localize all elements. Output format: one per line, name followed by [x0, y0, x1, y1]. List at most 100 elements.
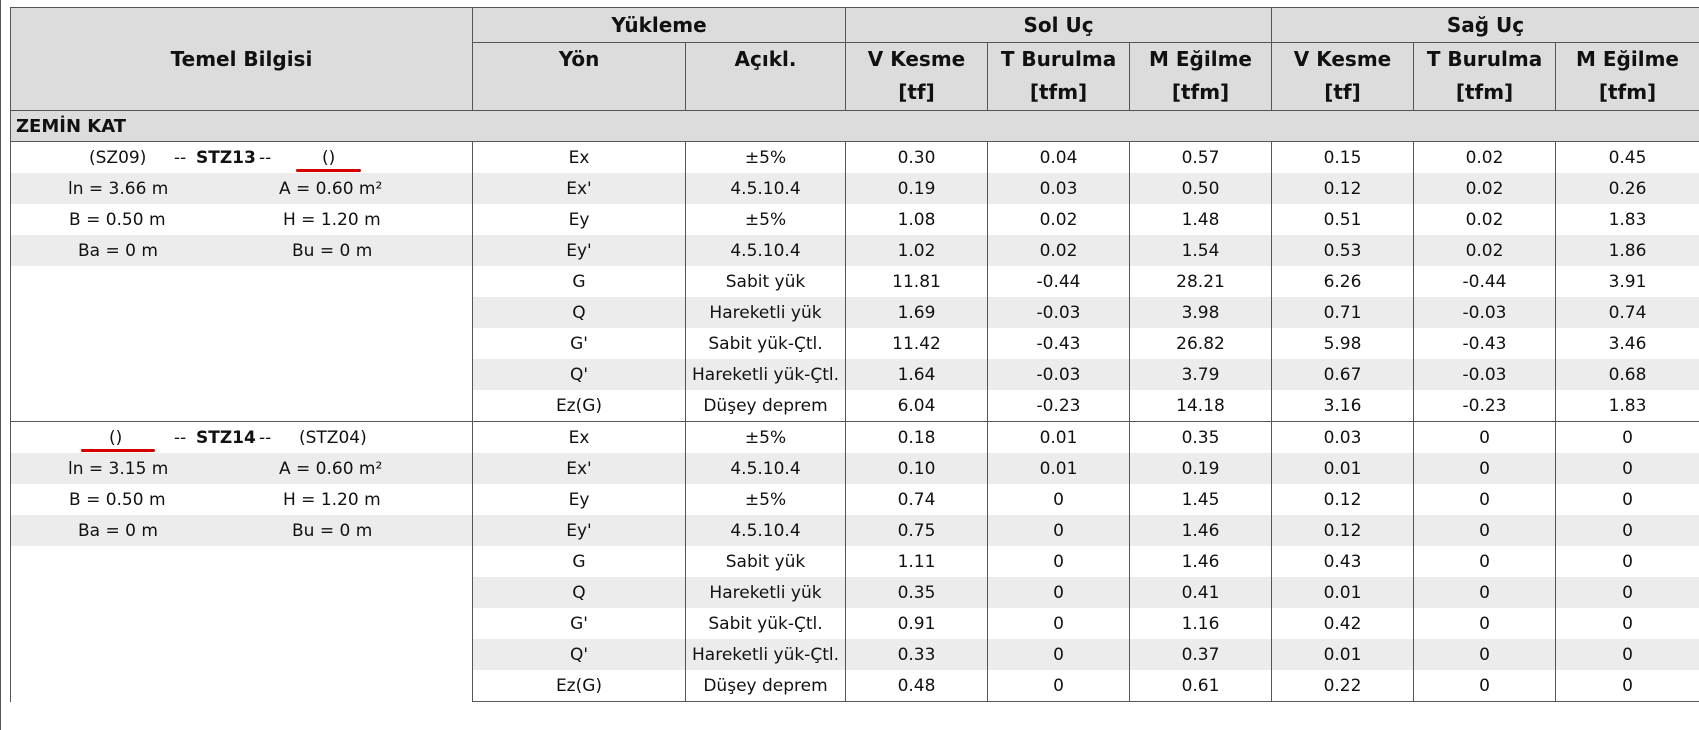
cell-sol-m-egilme: 1.54: [1129, 235, 1273, 266]
cell-sag-t-burulma: -0.03: [1413, 359, 1557, 390]
header-sol-v-kesme: V Kesme [tf]: [845, 42, 989, 111]
cell-sag-v-kesme: 0.43: [1271, 546, 1415, 577]
beam-ba: Ba = 0 m: [78, 521, 158, 541]
cell-sag-t-burulma: 0: [1413, 484, 1557, 515]
cell-sol-t-burulma: -0.03: [987, 359, 1131, 390]
cell-yon: Ex: [472, 141, 686, 173]
cell-sag-t-burulma: 0: [1413, 515, 1557, 546]
cell-sol-m-egilme: 1.45: [1129, 484, 1273, 515]
cell-sol-m-egilme: 1.46: [1129, 546, 1273, 577]
cell-yon: Ex': [472, 453, 686, 484]
cell-sol-t-burulma: 0.03: [987, 173, 1131, 204]
header-sag-t-burulma: T Burulma [tfm]: [1413, 42, 1557, 111]
red-underline: [81, 449, 155, 452]
table-row: Ey ±5% 1.08 0.02 1.48 0.51 0.02 1.83: [11, 204, 1699, 235]
cell-yon: G: [472, 546, 686, 577]
beam-size-line: B = 0.50 m H = 1.20 m: [12, 204, 472, 235]
cell-sol-t-burulma: 0.01: [987, 421, 1131, 453]
table-row: Q Hareketli yük 0.35 0 0.41 0.01 0 0: [11, 577, 1699, 608]
cell-sol-t-burulma: 0: [987, 515, 1131, 546]
table-row: G Sabit yük 11.81 -0.44 28.21 6.26 -0.44 3.91: [11, 266, 1699, 297]
cell-aciklama: Hareketli yük: [684, 297, 847, 328]
cell-sag-v-kesme: 0.01: [1271, 577, 1415, 608]
cell-sag-v-kesme: 0.12: [1271, 173, 1415, 204]
cell-sol-v-kesme: 6.04: [845, 390, 989, 422]
dash-right: --: [259, 428, 272, 448]
cell-aciklama: Sabit yük: [684, 546, 847, 577]
cell-sol-v-kesme: 1.11: [845, 546, 989, 577]
table-row: Ez(G) Düşey deprem 0.48 0 0.61 0.22 0 0: [11, 670, 1699, 702]
cell-sag-m-egilme: 0: [1555, 639, 1699, 670]
cell-sol-m-egilme: 0.57: [1129, 141, 1273, 173]
cell-yon: Ey': [472, 515, 686, 546]
table-row: G' Sabit yük-Çtl. 0.91 0 1.16 0.42 0 0: [11, 608, 1699, 639]
dash-left: --: [174, 148, 187, 168]
beam-id: STZ13: [196, 148, 256, 168]
cell-sag-v-kesme: 0.53: [1271, 235, 1415, 266]
cell-yon: G': [472, 328, 686, 359]
left-column-name: (): [109, 428, 123, 448]
beam-support-line: Ba = 0 m Bu = 0 m: [11, 515, 472, 546]
cell-sol-m-egilme: 1.16: [1129, 608, 1273, 639]
cell-aciklama: Hareketli yük: [684, 577, 847, 608]
beam-ba: Ba = 0 m: [78, 241, 158, 261]
header-sol-m-egilme: M Eğilme [tfm]: [1129, 42, 1273, 111]
cell-sag-t-burulma: 0: [1413, 670, 1557, 702]
right-column-name: (STZ04): [299, 428, 367, 448]
header-sol-uc: Sol Uç: [845, 7, 1273, 43]
table-row: Ey' 4.5.10.4 0.75 0 1.46 0.12 0 0: [11, 515, 1699, 546]
cell-sag-t-burulma: 0: [1413, 577, 1557, 608]
cell-sol-v-kesme: 1.08: [845, 204, 989, 235]
cell-aciklama: Sabit yük-Çtl.: [684, 608, 847, 639]
table-row: Ey ±5% 0.74 0 1.45 0.12 0 0: [11, 484, 1699, 515]
cell-yon: Ez(G): [472, 670, 686, 702]
cell-sag-t-burulma: 0: [1413, 421, 1557, 453]
table-row: G Sabit yük 1.11 0 1.46 0.43 0 0: [11, 546, 1699, 577]
cell-sag-v-kesme: 0.22: [1271, 670, 1415, 702]
cell-sag-v-kesme: 0.15: [1271, 141, 1415, 173]
cell-sag-m-egilme: 0: [1555, 670, 1699, 702]
cell-sol-m-egilme: 0.35: [1129, 421, 1273, 453]
cell-sol-t-burulma: -0.43: [987, 328, 1131, 359]
cell-sag-v-kesme: 0.71: [1271, 297, 1415, 328]
cell-yon: Q: [472, 297, 686, 328]
cell-sol-m-egilme: 14.18: [1129, 390, 1273, 422]
cell-sag-m-egilme: 0: [1555, 546, 1699, 577]
beam-bu: Bu = 0 m: [292, 521, 373, 541]
cell-sol-t-burulma: 0.02: [987, 235, 1131, 266]
table-row: G' Sabit yük-Çtl. 11.42 -0.43 26.82 5.98 -0.43…: [11, 328, 1699, 359]
beam-width: B = 0.50 m: [69, 210, 166, 230]
cell-aciklama: Hareketli yük-Çtl.: [684, 639, 847, 670]
cell-sag-t-burulma: -0.43: [1413, 328, 1557, 359]
table-row: Ex' 4.5.10.4 0.10 0.01 0.19 0.01 0 0: [11, 453, 1699, 484]
cell-sol-t-burulma: 0.04: [987, 141, 1131, 173]
cell-sag-m-egilme: 0: [1555, 515, 1699, 546]
cell-sol-m-egilme: 0.61: [1129, 670, 1273, 702]
cell-sol-m-egilme: 26.82: [1129, 328, 1273, 359]
cell-aciklama: ±5%: [684, 484, 847, 515]
cell-sol-m-egilme: 3.79: [1129, 359, 1273, 390]
left-border: [0, 0, 1, 730]
cell-sag-t-burulma: 0.02: [1413, 204, 1557, 235]
table-row: Q' Hareketli yük-Çtl. 0.33 0 0.37 0.01 0 0: [11, 639, 1699, 670]
table-row: Ex' 4.5.10.4 0.19 0.03 0.50 0.12 0.02 0.26: [11, 173, 1699, 204]
cell-sag-t-burulma: 0.02: [1413, 173, 1557, 204]
cell-sag-v-kesme: 0.01: [1271, 453, 1415, 484]
cell-sol-v-kesme: 11.42: [845, 328, 989, 359]
beam-length-line: ln = 3.15 m A = 0.60 m²: [11, 453, 472, 484]
cell-yon: Ex: [472, 421, 686, 453]
beam-length: ln = 3.66 m: [68, 179, 169, 199]
cell-sol-t-burulma: 0: [987, 670, 1131, 702]
cell-aciklama: ±5%: [684, 204, 847, 235]
header-acikl: Açıkl.: [684, 42, 847, 111]
cell-sag-m-egilme: 0: [1555, 608, 1699, 639]
cell-yon: Ey: [472, 484, 686, 515]
beam-height: H = 1.20 m: [283, 210, 381, 230]
cell-yon: Ex': [472, 173, 686, 204]
cell-sol-t-burulma: 0: [987, 546, 1131, 577]
cell-sag-t-burulma: -0.03: [1413, 297, 1557, 328]
cell-aciklama: Hareketli yük-Çtl.: [684, 359, 847, 390]
